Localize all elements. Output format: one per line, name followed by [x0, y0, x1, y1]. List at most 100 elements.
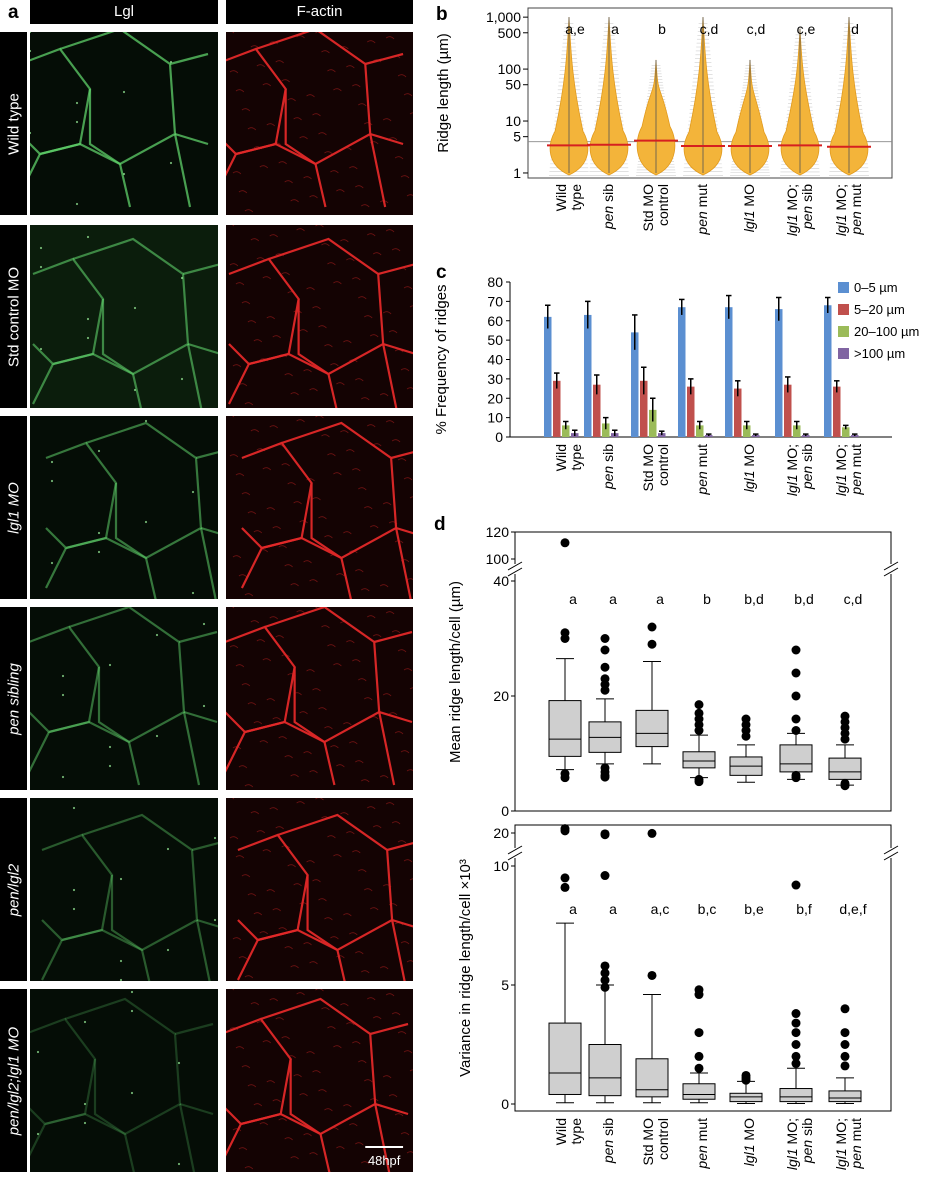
- microridge-texture: [330, 936, 339, 940]
- x-tick-label: pen sib: [799, 444, 815, 490]
- scale-bar-label: 48hpf: [368, 1153, 401, 1168]
- micrograph-background: [226, 416, 413, 599]
- microridge-texture: [379, 584, 389, 588]
- outlier-point: [600, 830, 610, 840]
- microridge-texture: [309, 579, 318, 583]
- microridge-texture: [352, 1041, 361, 1045]
- microridge-texture: [372, 443, 382, 447]
- cell-boundary: [30, 1017, 97, 1126]
- lgl-punctum: [83, 1020, 87, 1024]
- significance-letter: d: [851, 21, 859, 37]
- cell-boundary: [260, 997, 377, 1136]
- microridge-texture: [336, 764, 345, 768]
- microridge-texture: [306, 1051, 315, 1055]
- bar: [842, 427, 850, 437]
- microridge-texture: [287, 864, 296, 868]
- lgl-punctum: [155, 734, 159, 738]
- microridge-texture: [272, 335, 281, 339]
- microridge-texture: [293, 501, 302, 505]
- microridge-texture: [406, 387, 413, 390]
- lgl-punctum: [130, 1091, 134, 1095]
- microridge-texture: [281, 654, 290, 658]
- outlier-point: [600, 685, 610, 695]
- microridge-texture: [232, 171, 242, 175]
- bar: [593, 384, 601, 437]
- significance-letter: c,d: [700, 21, 719, 37]
- col-header-lgl: Lgl: [30, 0, 218, 24]
- microridge-texture: [321, 434, 330, 438]
- microridge-texture: [403, 1050, 413, 1054]
- box-group: [635, 622, 669, 765]
- y-tick-label: 100: [498, 61, 522, 77]
- cell-outline-group: [45, 421, 218, 599]
- microridge-texture: [336, 382, 345, 386]
- microridge-texture: [364, 697, 373, 701]
- microridge-texture: [269, 616, 279, 620]
- microridge-texture: [358, 678, 367, 682]
- microridge-texture: [296, 992, 305, 996]
- cell-boundary: [386, 842, 413, 928]
- microridge-texture: [315, 32, 324, 35]
- microridge-texture: [409, 687, 413, 690]
- outlier-point: [647, 622, 657, 632]
- microridge-texture: [296, 228, 305, 232]
- microridge-texture: [312, 113, 321, 117]
- x-tick-label: pen mut: [694, 444, 710, 496]
- microridge-texture: [290, 199, 299, 203]
- microridge-texture: [226, 225, 235, 227]
- microridge-texture: [238, 574, 248, 578]
- micrograph-background: [226, 225, 413, 408]
- microridge-texture: [367, 40, 376, 44]
- microridge-texture: [253, 721, 263, 725]
- microridge-texture: [327, 69, 336, 73]
- box: [588, 1044, 622, 1097]
- lgl-punctum: [36, 1132, 40, 1136]
- microridge-texture: [324, 151, 333, 155]
- cell-boundary: [182, 711, 201, 786]
- microridge-texture: [259, 358, 269, 362]
- microridge-texture: [253, 1103, 263, 1107]
- outlier-point: [791, 1018, 801, 1028]
- microridge-texture: [256, 830, 266, 834]
- row-label-std-control-mo: Std control MO: [0, 225, 27, 408]
- microridge-texture: [235, 664, 245, 668]
- lgl-punctum: [50, 479, 54, 483]
- bar: [649, 409, 657, 437]
- microridge-texture: [321, 625, 330, 629]
- microridge-texture: [367, 997, 376, 1001]
- microridge-texture: [394, 540, 404, 544]
- cell-outline-group: [240, 421, 413, 599]
- microridge-texture: [397, 74, 407, 78]
- microridge-texture: [391, 55, 401, 59]
- outlier-point: [600, 871, 610, 881]
- microridge-texture: [256, 64, 266, 68]
- microridge-texture: [333, 663, 342, 667]
- microridge-texture: [352, 84, 361, 88]
- microridge-texture: [397, 458, 407, 462]
- microridge-texture: [382, 118, 392, 122]
- microridge-texture: [253, 530, 263, 534]
- microridge-texture: [346, 65, 355, 69]
- outlier-point: [600, 772, 610, 782]
- microridge-texture: [349, 1123, 358, 1127]
- outlier-point: [741, 731, 751, 741]
- factin-micrograph-pen-lgl2: [226, 798, 413, 981]
- microridge-texture: [382, 311, 392, 315]
- x-tick-label: Std MO: [640, 444, 656, 492]
- microridge-texture: [247, 320, 257, 324]
- microridge-texture: [272, 526, 281, 530]
- microridge-texture: [229, 645, 239, 649]
- y-axis-label: Mean ridge length/cell (µm): [447, 581, 464, 763]
- lgl-punctum: [166, 847, 170, 851]
- bar: [687, 386, 695, 437]
- violin-group: [681, 17, 725, 176]
- x-tick-label: pen mut: [694, 1118, 710, 1170]
- microridge-texture: [397, 267, 407, 271]
- cell-boundary: [32, 257, 105, 366]
- microridge-texture: [361, 397, 370, 401]
- x-tick-label: lgl1 MO;: [833, 1118, 849, 1170]
- microridge-texture: [309, 1152, 318, 1156]
- lgl-punctum: [61, 693, 65, 697]
- significance-letter: a: [609, 901, 617, 917]
- lgl-punctum: [122, 172, 126, 176]
